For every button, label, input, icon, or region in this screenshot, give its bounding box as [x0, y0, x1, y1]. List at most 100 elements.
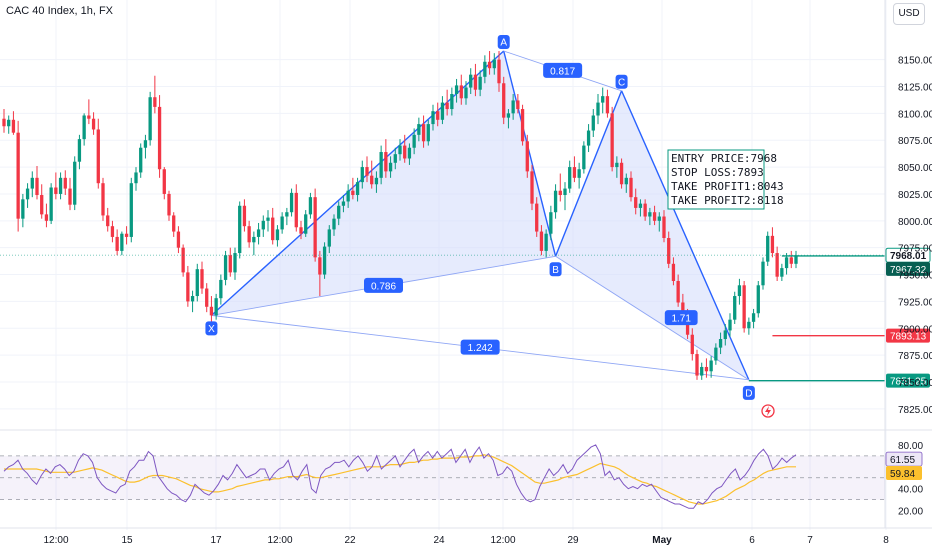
candle	[563, 182, 567, 211]
candle	[549, 205, 553, 241]
candle	[440, 96, 445, 125]
candle	[775, 246, 779, 281]
candle	[393, 147, 397, 170]
candle	[205, 283, 209, 313]
candle	[341, 195, 346, 213]
svg-text:1.242: 1.242	[468, 343, 493, 354]
pattern-labels: X A B C D 0.817 0.786 1.71 1.242	[205, 35, 755, 400]
candle	[492, 53, 496, 75]
price-tag-target: 7851.25	[886, 373, 930, 388]
candle	[223, 250, 228, 286]
price-tick-label: 7825.00	[898, 405, 932, 416]
rsi-value-tag: 61.55	[885, 451, 923, 467]
candle	[35, 166, 39, 200]
chart-title: CAC 40 Index, 1h, FX	[6, 5, 113, 17]
rsi-pane[interactable]: 20.00 40.00 80.00 61.55 59.84	[0, 441, 923, 518]
candle	[30, 171, 34, 198]
candle	[709, 356, 713, 378]
candle	[634, 188, 638, 215]
svg-text:B: B	[552, 265, 559, 276]
candles	[2, 51, 798, 380]
price-axis: 7825.00 7850.00 7875.00 7900.00 7925.00 7950.…	[884, 0, 932, 528]
svg-text:59.84: 59.84	[890, 469, 915, 480]
candle	[733, 291, 737, 324]
trade-tp1-text: TAKE PROFIT1:8043	[671, 180, 784, 193]
candle	[63, 170, 67, 196]
candle	[610, 106, 614, 172]
ratio-label[interactable]: 0.786	[364, 277, 403, 293]
candle	[497, 51, 501, 92]
candle	[58, 172, 63, 200]
candle	[68, 177, 72, 211]
price-tick-label: 7900.00	[898, 324, 932, 335]
candle	[256, 222, 261, 245]
candle	[761, 257, 765, 290]
time-tick-label: 22	[344, 535, 356, 546]
candle	[313, 188, 317, 262]
candle	[398, 139, 402, 161]
candle	[605, 89, 610, 118]
candle	[417, 117, 421, 142]
candle	[374, 171, 379, 193]
candle	[271, 207, 275, 245]
rsi-line	[3, 444, 797, 509]
candle	[780, 263, 784, 281]
candle	[87, 99, 91, 125]
candle	[25, 183, 30, 208]
lightning-icon[interactable]	[761, 404, 775, 418]
candle	[21, 193, 25, 228]
candle	[558, 173, 562, 202]
candle	[421, 115, 426, 148]
pattern-point-x[interactable]: X	[205, 321, 218, 336]
candle	[676, 274, 680, 307]
candle	[520, 104, 525, 146]
rsi-axis: 20.00 40.00 80.00 61.55 59.84	[885, 441, 923, 518]
candle	[690, 328, 694, 361]
candle	[511, 94, 515, 120]
candle	[577, 162, 581, 189]
candle	[619, 158, 624, 189]
candle	[238, 201, 242, 259]
candle	[766, 231, 770, 266]
candle	[388, 156, 393, 178]
candle	[134, 167, 138, 191]
price-tag-last: 7968.01	[885, 247, 931, 263]
svg-text:7893.13: 7893.13	[890, 332, 927, 343]
candle	[784, 253, 789, 275]
candle	[742, 280, 746, 333]
candle	[436, 102, 440, 127]
candle	[662, 210, 666, 243]
ratio-label[interactable]: 1.71	[664, 310, 698, 326]
currency-button[interactable]: USD	[893, 3, 925, 25]
svg-text:X: X	[208, 324, 215, 335]
candle	[483, 55, 487, 84]
price-tag-stop: 7893.13	[886, 328, 930, 343]
pattern-leg-cd[interactable]	[620, 90, 750, 381]
pattern-point-c[interactable]: C	[615, 74, 628, 89]
candle	[233, 247, 237, 280]
candle	[544, 229, 548, 258]
svg-text:0.817: 0.817	[550, 66, 575, 77]
candle	[789, 250, 793, 269]
pattern-leg-ab[interactable]	[503, 50, 557, 257]
candle	[445, 89, 449, 116]
price-tag-entry: 7967.32	[886, 261, 930, 276]
price-tick-label: 8125.00	[898, 82, 932, 93]
candle	[454, 78, 459, 103]
price-pane[interactable]: 7968.01 7967.32 7893.13 7851.25 X A B C D 0.817 0…	[0, 0, 932, 530]
candle	[714, 343, 718, 365]
ratio-label[interactable]: 0.817	[543, 62, 583, 78]
ratio-label[interactable]: 1.242	[460, 339, 500, 355]
candle	[289, 188, 294, 217]
pattern-point-a[interactable]: A	[497, 35, 510, 50]
pattern-point-d[interactable]: D	[742, 385, 755, 400]
pattern-point-b[interactable]: B	[549, 262, 562, 277]
candle	[667, 231, 671, 269]
candle	[469, 68, 473, 95]
rsi-tick-label: 40.00	[898, 485, 923, 496]
candle	[252, 231, 256, 256]
price-tick-label: 8150.00	[898, 56, 932, 67]
candle	[228, 247, 232, 277]
candle	[106, 207, 110, 232]
